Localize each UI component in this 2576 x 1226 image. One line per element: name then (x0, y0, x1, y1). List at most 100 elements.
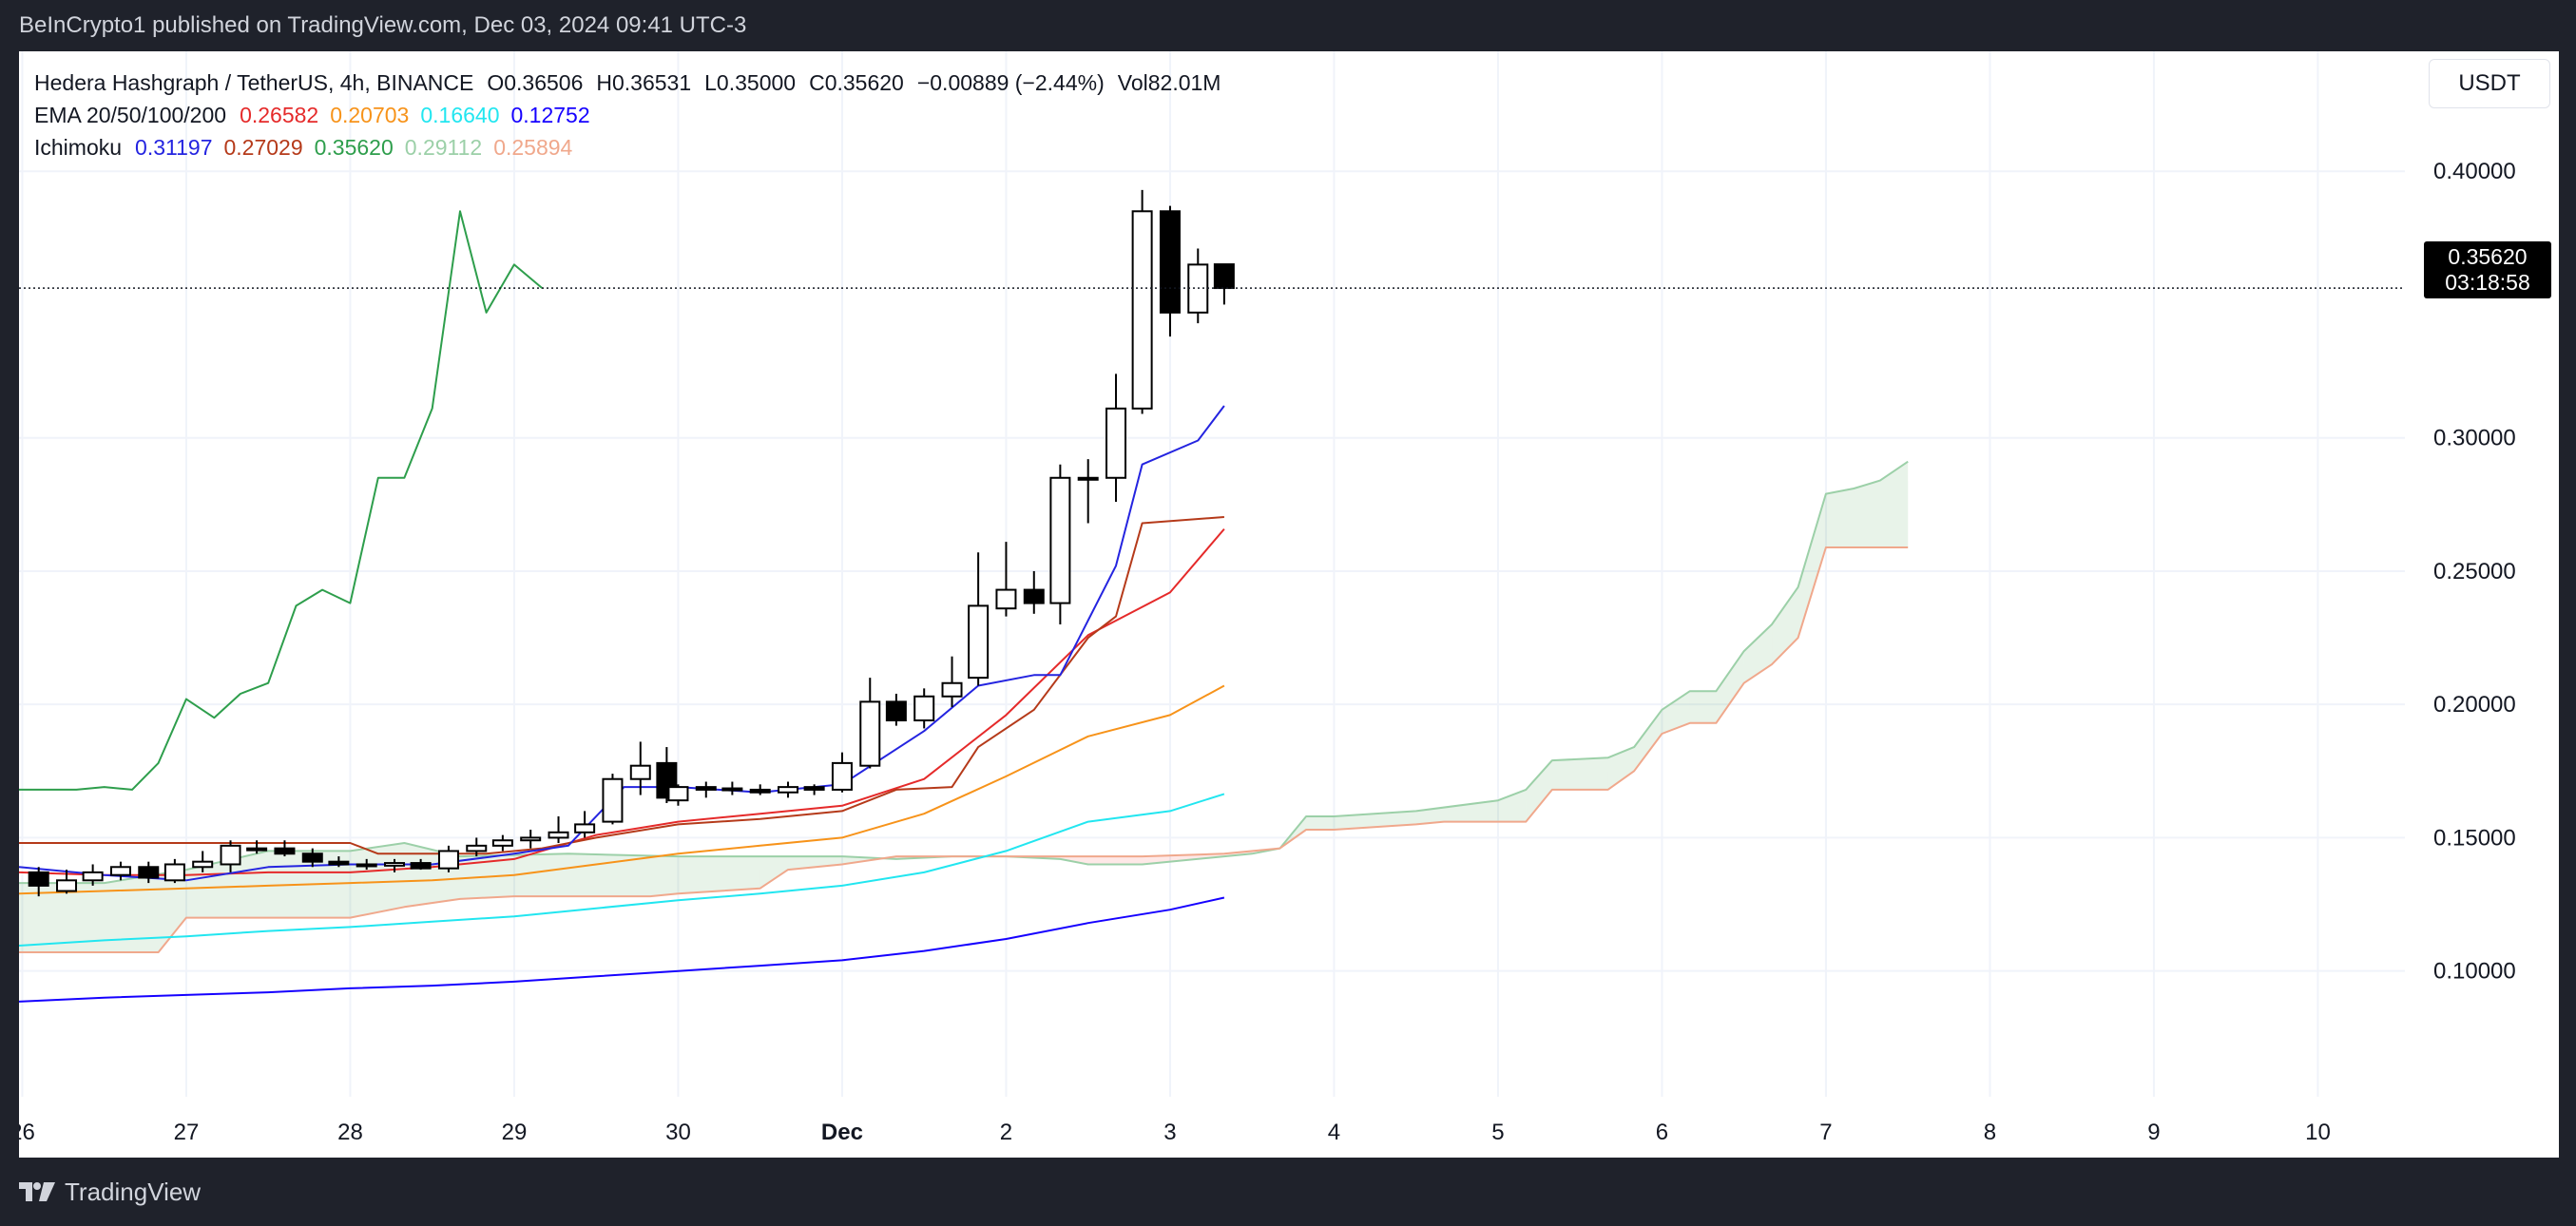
ichimoku-lead-b-value: 0.25894 (493, 135, 573, 160)
candle (602, 774, 624, 825)
candle (695, 781, 717, 798)
cloud-segment (1607, 747, 1635, 790)
cloud-segment (1497, 789, 1527, 822)
chart-panel[interactable]: 0.40000 0.30000 0.25000 0.20000 0.15000 0.100… (19, 51, 2559, 1158)
candle (246, 840, 268, 854)
ichimoku-base-value: 0.27029 (223, 135, 303, 160)
candle-body (1023, 588, 1045, 604)
cloud-segment (567, 853, 651, 897)
candle-body (941, 681, 963, 698)
candle-body (410, 862, 432, 870)
candle-body (1049, 476, 1071, 604)
candle-body (803, 786, 825, 791)
ema-row[interactable]: EMA 20/50/100/200 0.26582 0.20703 0.1664… (34, 99, 1221, 131)
candle (995, 542, 1017, 617)
price-axis: 0.40000 0.30000 0.25000 0.20000 0.15000 0.100… (2433, 159, 2516, 984)
candle-body (466, 844, 488, 852)
tradingview-icon (19, 1182, 55, 1201)
candle (1159, 205, 1181, 337)
candle-body (163, 863, 185, 882)
candle (913, 688, 935, 729)
publisher-text: BeInCrypto1 published on TradingView.com… (19, 12, 747, 38)
currency-label: USDT (2458, 70, 2521, 96)
open-value: O0.36506 (487, 70, 584, 95)
candle-body (831, 761, 853, 791)
ichimoku-lagging-value: 0.35620 (314, 135, 394, 160)
ichimoku-label: Ichimoku (34, 135, 123, 160)
close-value: C0.35620 (809, 70, 904, 95)
footer-bar: TradingView (0, 1158, 2576, 1226)
candle-body (913, 695, 935, 722)
chart-legend: Hedera Hashgraph / TetherUS, 4h, BINANCE… (34, 67, 1221, 163)
cloud-segment (1526, 760, 1552, 822)
candle (1049, 464, 1071, 625)
cloud-segment (759, 856, 789, 889)
x-tick-label: 2 (1000, 1120, 1012, 1145)
candle-body (82, 871, 104, 882)
candle (1131, 189, 1153, 414)
cloud-segment (19, 883, 105, 953)
candle (163, 858, 185, 884)
candle-body (356, 863, 377, 868)
change-value: −0.00889 (−2.44%) (916, 70, 1105, 95)
cloud-segment (1854, 480, 1880, 547)
volume-value: Vol82.01M (1117, 70, 1221, 95)
candle-body (384, 862, 406, 867)
candle-body (1159, 210, 1181, 314)
candle (274, 840, 296, 857)
cloud-segment (1772, 586, 1798, 665)
candle-body (328, 860, 350, 866)
symbol-title[interactable]: Hedera Hashgraph / TetherUS, 4h, BINANCE (34, 70, 474, 95)
candle-body (1213, 263, 1235, 290)
cloud-segment (1662, 691, 1690, 735)
candle (192, 851, 214, 872)
x-tick-label: 29 (502, 1120, 528, 1145)
candle (574, 811, 596, 838)
candle (1077, 459, 1099, 524)
cloud-segment (650, 855, 679, 897)
ichimoku-lagging-line (19, 210, 543, 791)
candle-body (437, 850, 459, 870)
candle (301, 848, 323, 868)
x-tick-label: 27 (174, 1120, 200, 1145)
candle (778, 781, 799, 798)
candle-body (695, 786, 717, 791)
cloud-segment (1689, 691, 1717, 723)
candle (220, 840, 241, 872)
ema-line-50 (19, 684, 1225, 895)
y-tick-label: 0.10000 (2433, 959, 2516, 985)
candle-body (301, 852, 323, 863)
currency-selector[interactable]: USDT (2429, 59, 2550, 108)
candle-body (995, 588, 1017, 610)
candle (831, 752, 853, 793)
ichimoku-lead-a-line (19, 460, 1909, 885)
indicator-lines (19, 210, 1909, 1003)
ichimoku-row[interactable]: Ichimoku 0.31197 0.27029 0.35620 0.29112… (34, 131, 1221, 163)
low-value: L0.35000 (704, 70, 797, 95)
x-tick-label: 10 (2305, 1120, 2331, 1145)
candle-body (520, 836, 542, 842)
candle (138, 861, 160, 884)
cloud-segment (1634, 709, 1663, 772)
candle-body (1131, 210, 1153, 410)
price-chart[interactable]: 0.40000 0.30000 0.25000 0.20000 0.15000 0.100… (19, 51, 2559, 1158)
ohlc-row: Hedera Hashgraph / TetherUS, 4h, BINANCE… (34, 67, 1221, 99)
x-tick-label: 4 (1328, 1120, 1340, 1145)
cloud-segment (1306, 815, 1335, 831)
candle-body (28, 871, 49, 887)
ichimoku-conversion-line (19, 405, 1225, 882)
cloud-segment (350, 843, 405, 918)
cloud-segment (1797, 493, 1826, 639)
y-tick-label: 0.40000 (2433, 159, 2516, 184)
cloud-segment (1879, 461, 1909, 547)
cloud-segment (1087, 856, 1143, 865)
candle-body (968, 604, 990, 680)
tradingview-logo[interactable]: TradingView (19, 1178, 201, 1207)
candle (328, 856, 350, 868)
candle-body (138, 866, 160, 879)
ema-100-value: 0.16640 (420, 103, 500, 127)
candle-body (602, 777, 624, 823)
ema-50-value: 0.20703 (330, 103, 410, 127)
publisher-bar: BeInCrypto1 published on TradingView.com… (0, 0, 2576, 51)
cloud-segment (513, 853, 568, 897)
